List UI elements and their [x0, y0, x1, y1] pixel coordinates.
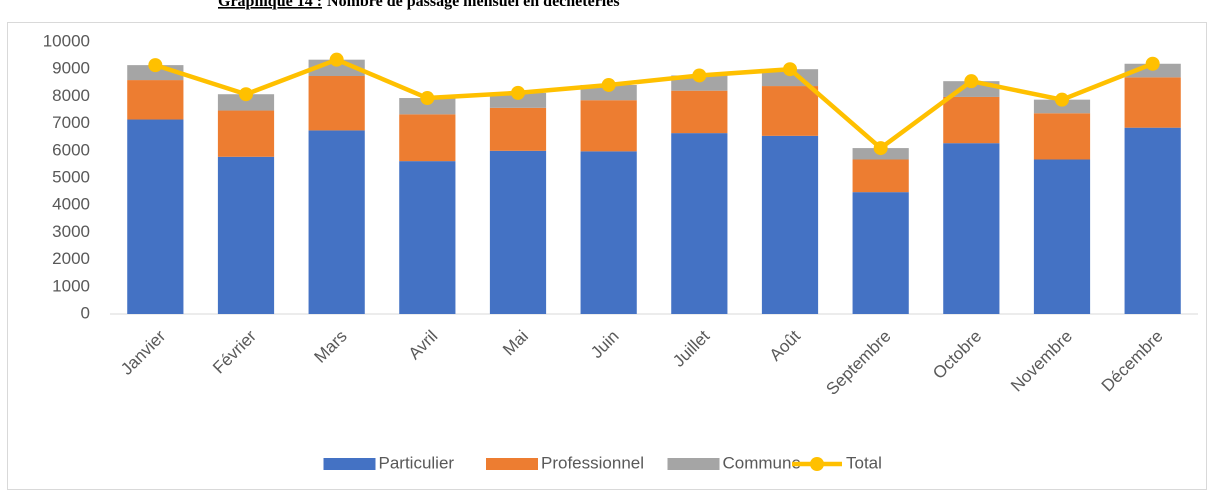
bar-segment — [1124, 77, 1181, 128]
bar-segment — [852, 159, 909, 193]
bar-segment — [671, 75, 728, 91]
total-point — [329, 52, 344, 67]
y-tick-label: 4000 — [52, 195, 90, 214]
total-line — [154, 57, 1154, 151]
title-label: Graphique 14 : — [218, 0, 322, 10]
bar-segment — [489, 150, 547, 314]
legend-label: Total — [846, 453, 882, 472]
total-point — [692, 68, 707, 83]
bar-segment — [217, 94, 275, 111]
bar-segment — [852, 192, 909, 314]
bar-segment — [671, 133, 728, 314]
y-tick-label: 9000 — [52, 59, 90, 78]
legend-point — [810, 457, 824, 471]
legend-label: Particulier — [379, 453, 455, 472]
bar-segment — [580, 100, 637, 152]
bar-segment — [580, 151, 637, 314]
bar-segment — [1033, 113, 1091, 160]
chart-title: Graphique 14 : Nombre de passage mensuel … — [218, 0, 620, 10]
y-tick-label: 6000 — [52, 140, 90, 159]
bar-segment — [1033, 159, 1091, 314]
legend-label: Professionnel — [541, 453, 644, 472]
total-point — [511, 85, 525, 100]
bar-segment — [489, 107, 547, 151]
bar-segment — [217, 110, 275, 157]
bar-segment — [308, 76, 365, 131]
total-point — [1055, 92, 1069, 107]
bar-segment — [217, 156, 275, 314]
total-point — [420, 91, 435, 106]
bar-segment — [943, 96, 1000, 144]
bar-segment — [761, 86, 819, 136]
y-tick-label: 0 — [81, 303, 90, 322]
total-point — [239, 87, 253, 102]
total-point — [964, 74, 979, 89]
bar-segment — [1124, 127, 1181, 315]
y-tick-label: 1000 — [52, 276, 90, 295]
total-point — [601, 77, 616, 92]
legend-swatch — [667, 458, 720, 470]
bar-segment — [761, 135, 819, 314]
total-point — [873, 141, 888, 156]
legend-swatch — [486, 458, 538, 470]
bar-segment — [399, 114, 456, 162]
bar-segment — [127, 80, 184, 120]
total-point — [783, 62, 797, 77]
bar-segment — [943, 143, 1000, 314]
bar-segment — [489, 92, 547, 108]
bar-segment — [308, 130, 365, 314]
bar-segment — [399, 98, 456, 115]
y-tick-label: 10000 — [43, 31, 90, 50]
legend-swatch — [323, 458, 376, 470]
total-point — [1145, 56, 1160, 71]
bar-segment — [399, 161, 456, 314]
legend-label: Commune — [723, 453, 801, 472]
y-tick-label: 2000 — [52, 249, 90, 268]
bar-segment — [671, 90, 728, 134]
y-tick-label: 7000 — [52, 113, 90, 132]
y-tick-label: 8000 — [52, 86, 90, 105]
bar-segment — [580, 84, 637, 101]
title-text: Nombre de passage mensuel en déchèteries — [327, 0, 620, 10]
total-point — [148, 58, 163, 73]
y-tick-label: 3000 — [52, 222, 90, 241]
y-tick-label: 5000 — [52, 167, 90, 186]
bar-segment — [127, 119, 184, 315]
